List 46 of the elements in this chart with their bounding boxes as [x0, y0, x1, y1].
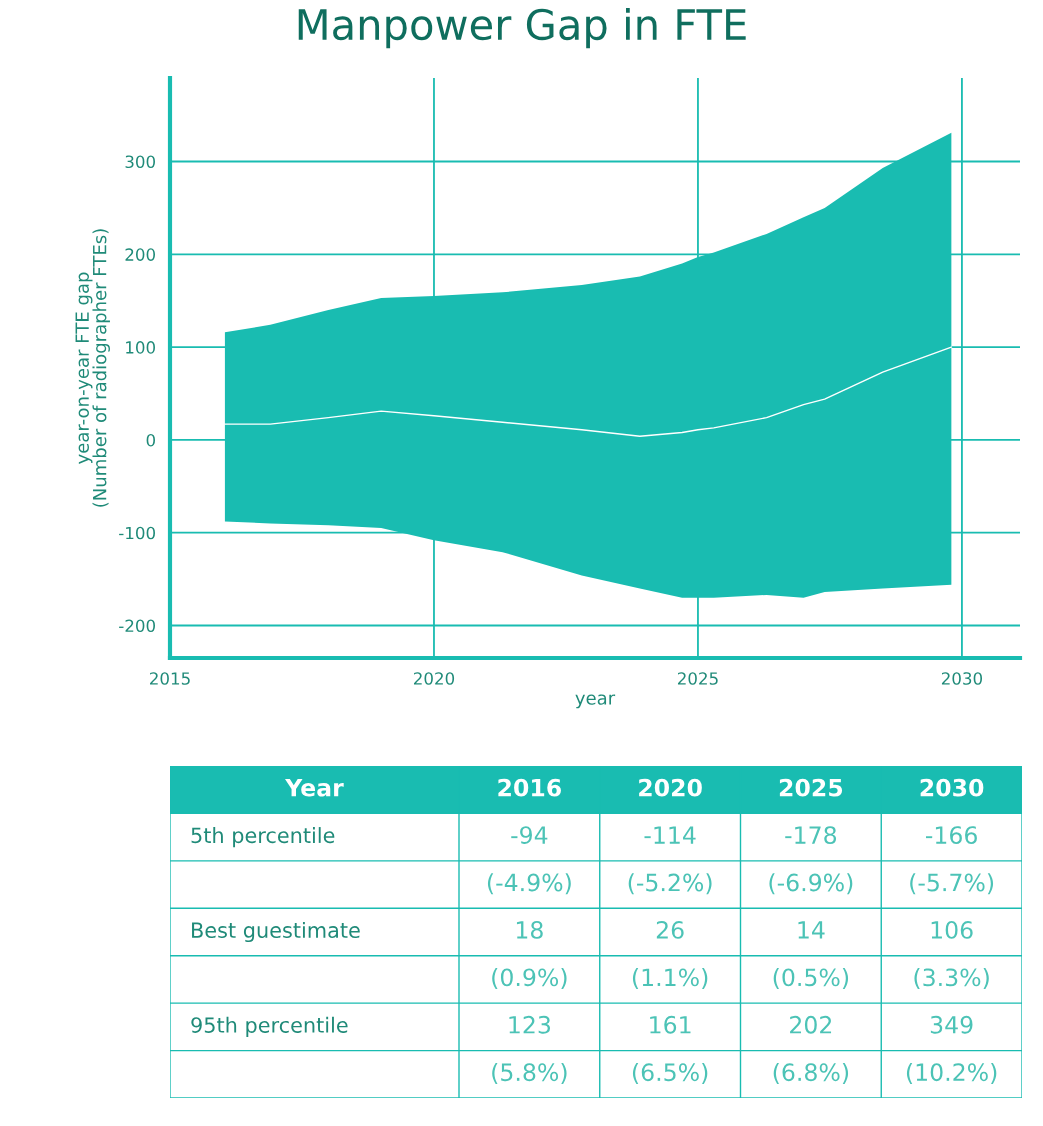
x-tick-label: 2015	[150, 672, 190, 685]
text: (6.8%)	[773, 1062, 849, 1084]
text: (0.5%)	[773, 968, 849, 990]
y-tick-label: 0	[146, 433, 155, 447]
category-label: 2016	[498, 778, 561, 797]
category-label: 95th percentile	[191, 1016, 348, 1037]
category-label: 2025	[779, 778, 843, 797]
category-label: 5th percentile	[191, 827, 335, 848]
y-tick-label: 200	[125, 248, 155, 261]
category-label: 2030	[920, 778, 984, 797]
text: (0.9%)	[492, 968, 567, 990]
text: (-5.2%)	[628, 873, 712, 895]
category-label: 2020	[639, 778, 702, 797]
text: -94	[511, 826, 548, 844]
y-tick-label: -100	[119, 526, 155, 540]
text: -114	[644, 826, 696, 844]
x-axis-title: year	[575, 694, 616, 709]
text: 123	[509, 1015, 551, 1034]
y-axis-title: year-on-year FTE gap (Number of radiographer FTEs)	[75, 229, 110, 507]
text: 14	[798, 921, 825, 939]
text: (10.2%)	[906, 1062, 997, 1084]
text: (3.3%)	[914, 968, 989, 990]
text: (5.8%)	[492, 1062, 567, 1084]
text: 349	[930, 1015, 973, 1034]
text: 202	[790, 1015, 832, 1034]
text: (-5.7%)	[910, 873, 994, 895]
text: 18	[516, 920, 543, 939]
text: -166	[925, 826, 977, 844]
y-tick-label: 100	[126, 341, 155, 354]
chart-title: Manpower Gap in FTE	[298, 7, 746, 49]
y-tick-label: 300	[125, 155, 155, 169]
text: (1.1%)	[632, 968, 708, 990]
text: 106	[931, 920, 973, 939]
category-label: Best guestimate	[192, 921, 360, 943]
text: (6.5%)	[632, 1062, 708, 1084]
x-tick-label: 2020	[413, 672, 455, 685]
text: Year	[285, 779, 344, 797]
text: -178	[785, 826, 837, 844]
text: (-4.9%)	[487, 873, 571, 895]
x-tick-label: 2030	[941, 672, 983, 685]
line-series	[224, 346, 953, 437]
text: 26	[656, 920, 684, 939]
text: (-6.9%)	[769, 873, 853, 895]
y-tick-label: -200	[119, 619, 155, 633]
text: 161	[650, 1015, 691, 1034]
x-tick-label: 2025	[677, 672, 718, 685]
